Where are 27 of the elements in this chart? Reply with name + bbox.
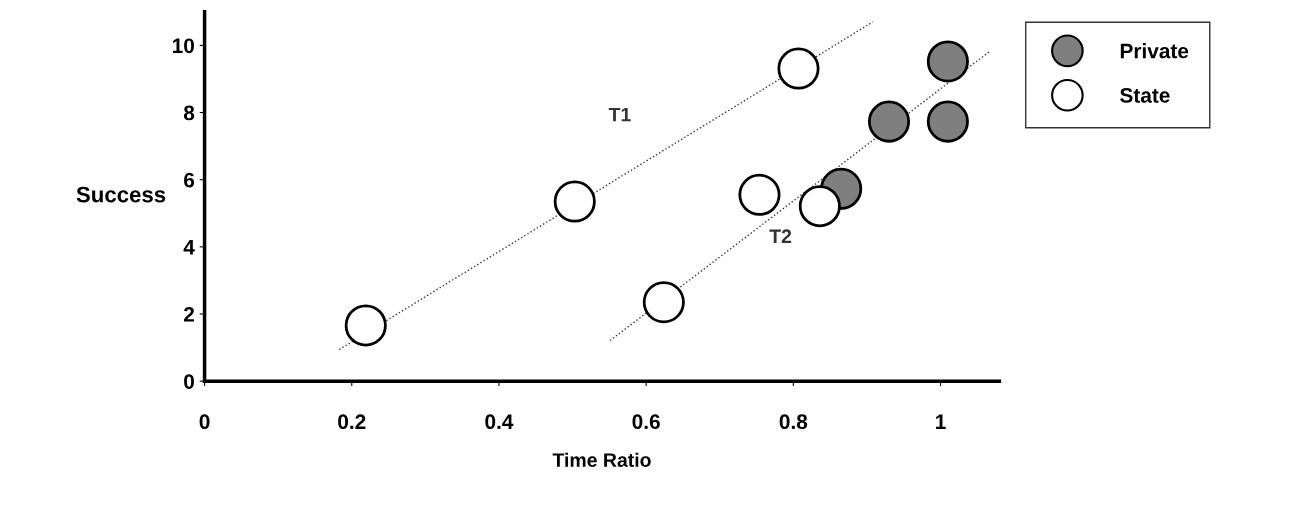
y-tick-label: 6 xyxy=(184,172,195,188)
x-tick-label: 0.2 xyxy=(338,414,366,430)
point xyxy=(926,100,969,143)
y-tick-label: 8 xyxy=(183,105,195,121)
y-tick-label: 0 xyxy=(184,374,194,389)
x-tick-label: 1 xyxy=(936,414,946,429)
y-tick-label: 10 xyxy=(172,38,194,54)
point xyxy=(867,100,911,143)
y-axis-title: Success xyxy=(76,186,166,203)
legend-label: State xyxy=(1120,88,1170,103)
point xyxy=(642,281,685,324)
point xyxy=(738,173,781,216)
legend-label: Private xyxy=(1120,43,1189,59)
point xyxy=(798,185,841,228)
point xyxy=(926,40,969,83)
series-label: T2 xyxy=(769,229,792,243)
point xyxy=(777,47,820,90)
x-tick-label: 0.8 xyxy=(779,414,808,430)
y-tick-label: 2 xyxy=(183,307,195,322)
x-axis-title: Time Ratio xyxy=(552,452,651,467)
x-tick-label: 0.6 xyxy=(632,414,660,430)
x-tick-label: 0 xyxy=(199,414,210,430)
y-tick-label: 4 xyxy=(183,240,195,255)
text: T1 xyxy=(608,107,631,122)
x-tick-label: 0.4 xyxy=(485,414,514,430)
point xyxy=(553,180,596,223)
point xyxy=(344,304,387,347)
